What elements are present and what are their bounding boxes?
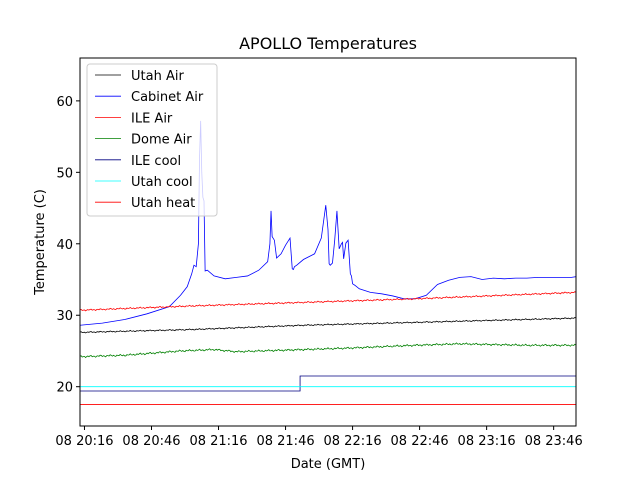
y-tick-label: 60 (56, 95, 73, 110)
legend-box (86, 63, 218, 217)
legend-label-utah-air: Utah Air (131, 69, 184, 84)
y-tick-label: 20 (56, 381, 73, 396)
series-line-utah-air (80, 316, 576, 334)
x-tick-label: 08 21:46 (256, 434, 314, 449)
y-tick-label: 30 (56, 309, 73, 324)
legend-label-ile-cool: ILE cool (131, 154, 181, 169)
y-tick-label: 40 (56, 238, 73, 253)
x-tick-label: 08 20:46 (122, 434, 180, 449)
y-axis-label: Temperature (C) (33, 189, 48, 296)
legend: Utah Air Cabinet Air ILE Air Dome Air ILE co… (86, 63, 218, 217)
legend-label-dome-air: Dome Air (131, 133, 192, 148)
x-tick-label: 08 23:16 (458, 434, 516, 449)
axes-frame (79, 57, 577, 427)
chart-title: APOLLO Temperatures (239, 34, 417, 53)
legend-label-utah-cool: Utah cool (131, 175, 193, 190)
legend-label-ile-air: ILE Air (131, 111, 173, 126)
x-axis: 08 20:16 08 20:46 08 21:16 08 21:46 08 22:16… (55, 426, 583, 449)
series-line-ile-air (80, 291, 576, 312)
series-line-dome-air (80, 342, 576, 359)
x-tick-label: 08 21:16 (189, 434, 247, 449)
x-tick-label: 08 23:46 (525, 434, 583, 449)
x-axis-label: Date (GMT) (291, 457, 366, 472)
series-line-ile-cool (80, 375, 576, 392)
y-axis: 20 30 40 50 60 (56, 95, 80, 396)
x-tick-label: 08 22:16 (324, 434, 382, 449)
x-tick-label: 08 22:46 (391, 434, 449, 449)
legend-label-utah-heat: Utah heat (131, 196, 195, 211)
y-tick-label: 50 (56, 166, 73, 181)
legend-label-cabinet-air: Cabinet Air (131, 90, 204, 105)
x-tick-label: 08 20:16 (55, 434, 113, 449)
